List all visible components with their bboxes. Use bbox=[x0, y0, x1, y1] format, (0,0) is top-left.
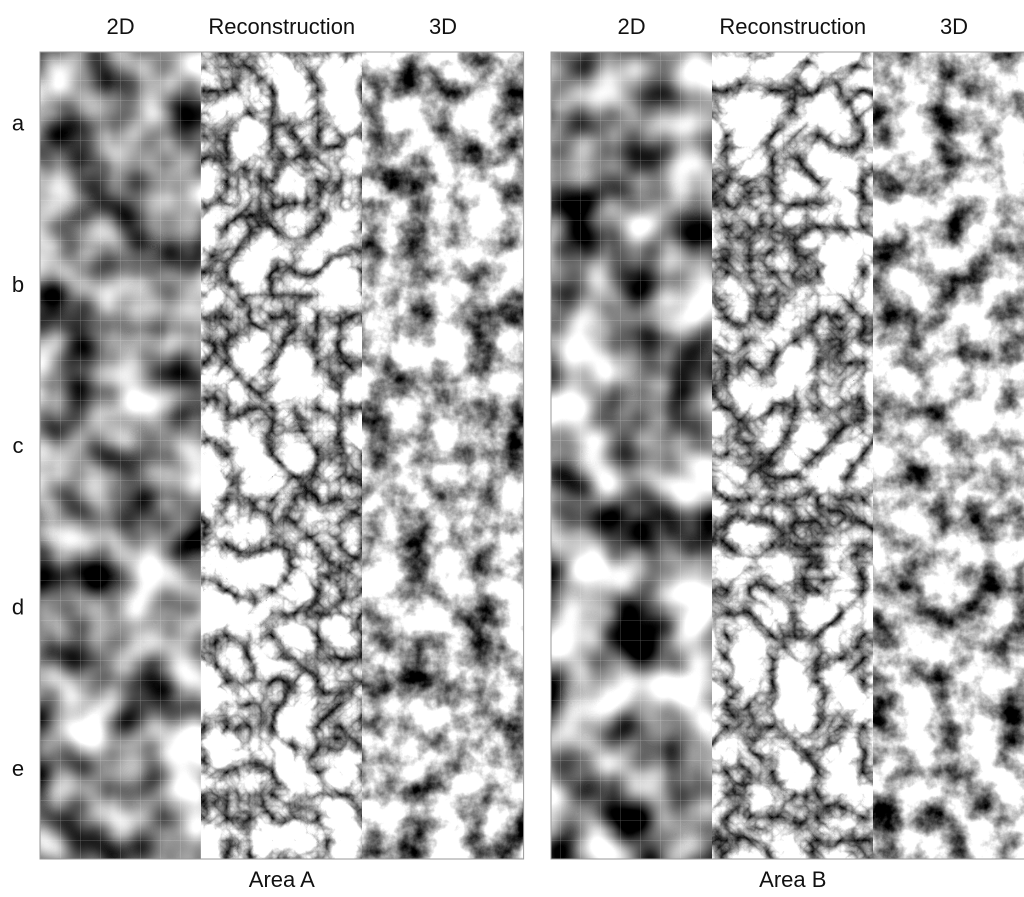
column-header: 3D bbox=[429, 14, 457, 39]
panel-border bbox=[39, 51, 525, 860]
row-label: a bbox=[12, 110, 25, 135]
grid-overlay bbox=[551, 213, 713, 375]
panel-caption: Area A bbox=[249, 867, 315, 892]
column-header: Reconstruction bbox=[208, 14, 355, 39]
terrain-image bbox=[362, 213, 524, 375]
column-header: Reconstruction bbox=[719, 14, 866, 39]
panel-caption: Area B bbox=[759, 867, 826, 892]
terrain-image bbox=[712, 52, 874, 214]
grid-overlay bbox=[551, 536, 713, 698]
row-label: d bbox=[12, 595, 24, 620]
grid-overlay bbox=[551, 697, 713, 859]
grid-overlay bbox=[40, 213, 202, 375]
grid-overlay bbox=[40, 52, 202, 214]
terrain-image bbox=[712, 536, 874, 698]
grid-overlay bbox=[40, 697, 202, 859]
column-header: 2D bbox=[107, 14, 135, 39]
grid-overlay bbox=[551, 374, 713, 537]
terrain-image bbox=[201, 52, 363, 214]
terrain-image bbox=[873, 697, 1024, 859]
grid-overlay bbox=[40, 374, 202, 537]
terrain-image bbox=[873, 52, 1024, 214]
terrain-image bbox=[201, 536, 363, 698]
row-label: c bbox=[13, 433, 24, 458]
terrain-image bbox=[362, 536, 524, 698]
terrain-image bbox=[873, 374, 1024, 537]
terrain-image bbox=[201, 213, 363, 375]
row-label: b bbox=[12, 272, 24, 297]
terrain-image bbox=[362, 697, 524, 859]
row-label: e bbox=[12, 756, 24, 781]
terrain-image bbox=[873, 213, 1024, 375]
terrain-image bbox=[362, 374, 524, 537]
terrain-image bbox=[712, 213, 874, 375]
terrain-image bbox=[873, 536, 1024, 698]
grid-overlay bbox=[40, 536, 202, 698]
image-grid bbox=[39, 51, 1024, 860]
terrain-image bbox=[201, 374, 363, 537]
terrain-image bbox=[362, 52, 524, 214]
panel-border bbox=[550, 51, 1024, 860]
terrain-image bbox=[712, 374, 874, 537]
grid-overlay bbox=[551, 52, 713, 214]
column-header: 2D bbox=[618, 14, 646, 39]
terrain-image bbox=[201, 697, 363, 859]
column-header: 3D bbox=[940, 14, 968, 39]
terrain-image bbox=[712, 697, 874, 859]
